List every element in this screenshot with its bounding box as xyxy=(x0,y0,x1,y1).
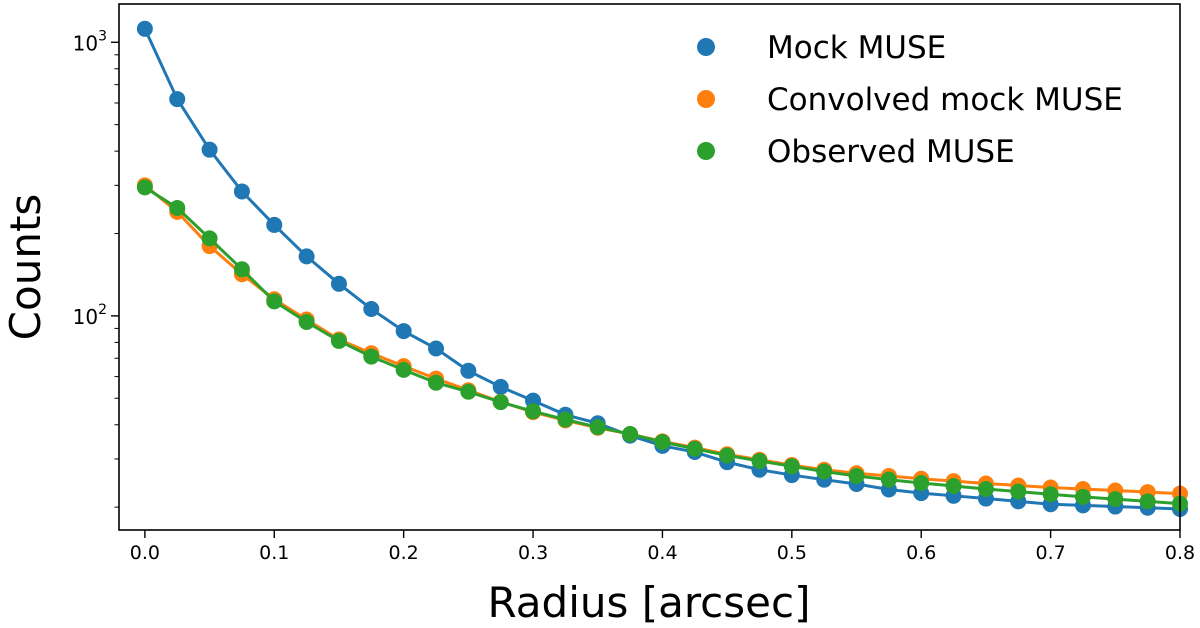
y-tick-label-exponent: 2 xyxy=(98,302,107,318)
x-axis-title: Radius [arcsec] xyxy=(488,578,811,627)
data-point-mock-muse xyxy=(201,141,218,158)
data-point-observed-muse xyxy=(169,199,186,216)
data-point-mock-muse xyxy=(492,378,509,395)
data-point-observed-muse xyxy=(1010,483,1027,500)
legend-label: Mock MUSE xyxy=(767,30,946,66)
data-point-mock-muse xyxy=(395,323,412,340)
x-tick-label: 0.6 xyxy=(906,542,936,564)
data-point-mock-muse xyxy=(330,275,347,292)
data-point-observed-muse xyxy=(848,467,865,484)
data-point-observed-muse xyxy=(945,477,962,494)
y-axis-title: Counts xyxy=(1,194,50,341)
y-tick-label: 103 xyxy=(73,28,107,55)
data-point-observed-muse xyxy=(686,440,703,457)
data-point-observed-muse xyxy=(1139,493,1156,510)
data-point-mock-muse xyxy=(169,91,186,108)
data-point-observed-muse xyxy=(557,411,574,428)
data-point-observed-muse xyxy=(977,480,994,497)
x-tick-label: 0.2 xyxy=(389,542,419,564)
chart-marks xyxy=(136,20,1188,517)
data-point-observed-muse xyxy=(719,447,736,464)
data-point-mock-muse xyxy=(428,340,445,357)
data-point-observed-muse xyxy=(654,434,671,451)
y-tick-label-base: 10 xyxy=(73,305,98,329)
x-tick-label: 0.7 xyxy=(1036,542,1066,564)
data-point-observed-muse xyxy=(1074,488,1091,505)
data-point-mock-muse xyxy=(363,300,380,317)
data-point-observed-muse xyxy=(1042,486,1059,503)
data-point-observed-muse xyxy=(233,261,250,278)
legend-label: Observed MUSE xyxy=(767,134,1015,170)
data-point-mock-muse xyxy=(136,20,153,37)
data-point-observed-muse xyxy=(460,383,477,400)
legend-marker xyxy=(697,38,715,56)
data-point-observed-muse xyxy=(913,475,930,492)
data-point-observed-muse xyxy=(363,348,380,365)
series-line-observed-muse xyxy=(144,186,1181,506)
y-tick-label: 102 xyxy=(73,302,107,329)
data-point-observed-muse xyxy=(136,179,153,196)
legend-marker xyxy=(697,142,715,160)
data-point-observed-muse xyxy=(330,332,347,349)
data-point-observed-muse xyxy=(880,471,897,488)
data-point-observed-muse xyxy=(266,293,283,310)
data-point-observed-muse xyxy=(201,230,218,247)
data-point-observed-muse xyxy=(525,403,542,420)
x-tick-label: 0.8 xyxy=(1165,542,1195,564)
data-point-observed-muse xyxy=(589,419,606,436)
data-point-mock-muse xyxy=(266,216,283,233)
data-point-observed-muse xyxy=(492,394,509,411)
x-tick-label: 0.0 xyxy=(130,542,160,564)
x-tick-label: 0.4 xyxy=(647,542,677,564)
x-tick-label: 0.5 xyxy=(777,542,807,564)
x-tick-label: 0.3 xyxy=(518,542,548,564)
series-observed-muse xyxy=(136,179,1188,512)
legend-marker xyxy=(697,90,715,108)
data-point-mock-muse xyxy=(460,362,477,379)
data-point-observed-muse xyxy=(622,426,639,443)
data-point-observed-muse xyxy=(298,313,315,330)
data-point-mock-muse xyxy=(233,183,250,200)
data-point-observed-muse xyxy=(751,452,768,469)
x-tick-label: 0.1 xyxy=(259,542,289,564)
legend-label: Convolved mock MUSE xyxy=(767,82,1123,118)
plot-frame xyxy=(118,3,1181,531)
data-point-observed-muse xyxy=(783,458,800,475)
data-point-observed-muse xyxy=(395,361,412,378)
data-point-observed-muse xyxy=(816,463,833,480)
y-tick-label-base: 10 xyxy=(73,31,98,55)
legend: Mock MUSE Convolved mock MUSE Observed MUS… xyxy=(697,30,1123,170)
data-point-observed-muse xyxy=(1107,491,1124,508)
data-point-mock-muse xyxy=(298,248,315,265)
y-tick-label-exponent: 3 xyxy=(98,28,107,44)
data-point-observed-muse xyxy=(428,374,445,391)
